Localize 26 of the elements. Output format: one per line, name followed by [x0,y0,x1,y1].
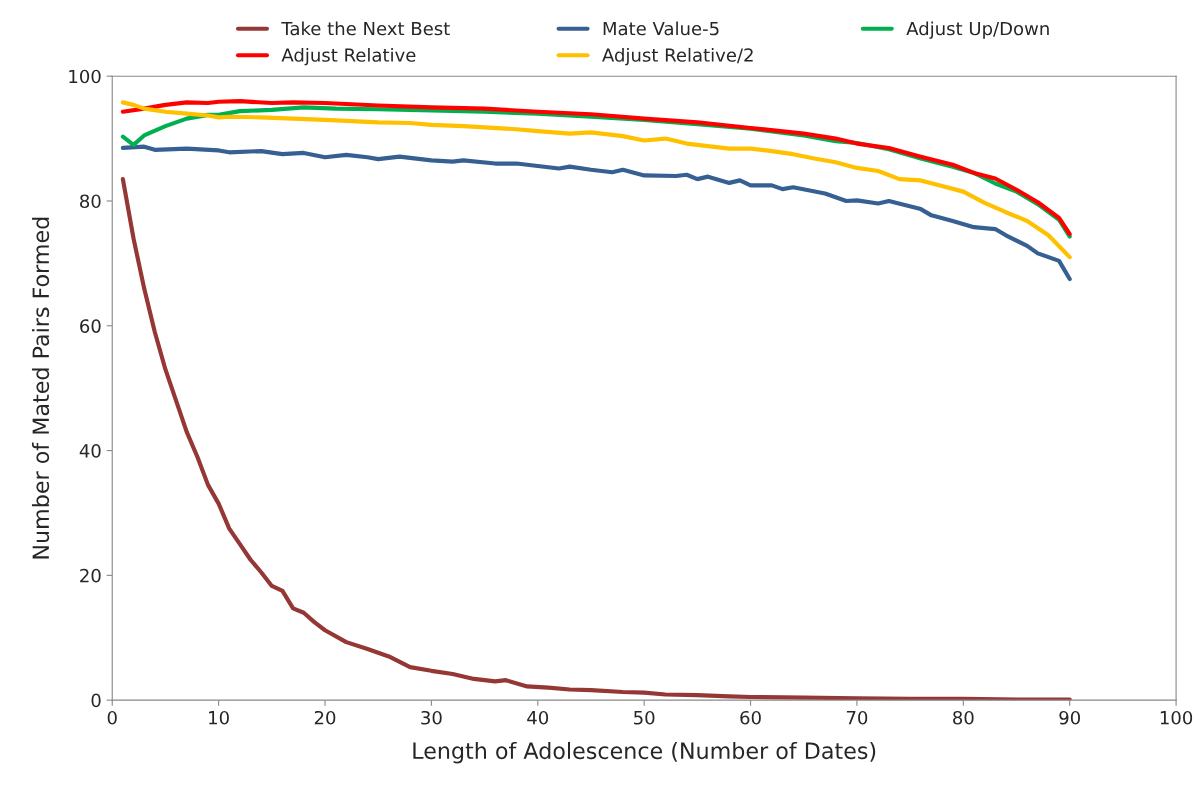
x-axis-title: Length of Adolescence (Number of Dates) [413,741,876,764]
legend-label: Adjust Relative/2 [602,47,753,66]
y-tick-label: 20 [80,568,101,583]
y-tick-label: 100 [69,69,101,84]
x-tick-label: 0 [107,710,117,725]
legend-label: Adjust Relative [281,47,416,66]
y-tick-label: 0 [91,693,101,708]
x-tick-label: 30 [421,710,442,725]
x-tick-label: 50 [634,710,655,725]
x-tick-label: 100 [1160,710,1193,725]
y-tick-label: 60 [80,319,101,333]
x-tick-label: 90 [1059,710,1080,725]
line-series [120,177,1072,701]
line-series [120,144,1072,282]
x-tick-label: 80 [953,710,974,725]
x-tick-label: 70 [846,710,868,725]
y-tick-label: 80 [80,194,101,209]
legend-label: Take the Next Best [281,21,450,36]
legend-label: Mate Value-5 [603,21,719,36]
legend-label: Adjust Up/Down [906,21,1049,39]
y-tick-label: 40 [79,444,101,458]
x-tick-label: 60 [740,710,761,725]
x-tick-label: 20 [314,710,336,725]
x-tick-label: 40 [527,710,549,725]
x-tick-label: 10 [209,710,229,725]
y-axis-title: Number of Mated Pairs Formed [31,217,50,559]
